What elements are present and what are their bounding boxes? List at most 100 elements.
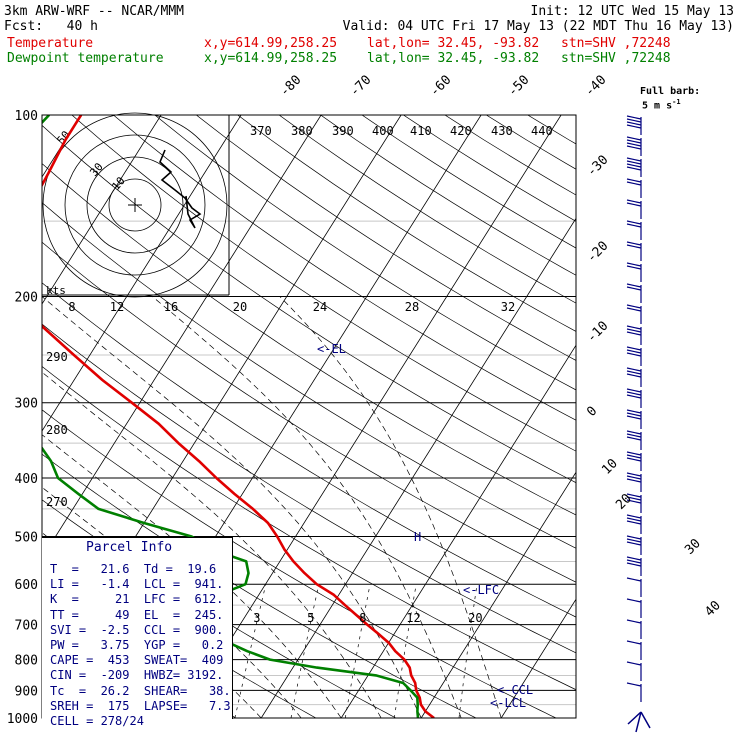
wind-barb-flag xyxy=(626,661,642,666)
wind-barb-flag xyxy=(626,283,642,288)
wind-barb-flag xyxy=(626,577,642,582)
wind-barb-flag xyxy=(626,241,642,246)
isotherm xyxy=(180,115,562,718)
dry-adiabat xyxy=(42,163,576,516)
wind-barb-flag xyxy=(626,412,642,417)
dry-adiabat xyxy=(403,115,576,222)
wind-barb-flag xyxy=(626,409,642,414)
wind-barb-flag xyxy=(626,451,642,456)
wind-barb-flag xyxy=(626,223,642,228)
isotherm xyxy=(260,217,576,718)
isotherm-label: -30 xyxy=(584,153,611,180)
forecast-hour: Fcst: 40 h xyxy=(4,19,98,34)
isotherm-label: -60 xyxy=(427,73,454,100)
wind-barb-flag xyxy=(626,220,642,225)
wind-barb-flag xyxy=(626,430,642,435)
wind-barb-flag xyxy=(626,433,642,438)
barb-key-label: Full barb: xyxy=(640,86,701,97)
temp-station: stn=SHV ,72248 xyxy=(561,36,671,51)
mixing-ratio-label: 20 xyxy=(468,611,482,625)
wind-barb-flag xyxy=(626,538,642,543)
plot-frame xyxy=(41,114,577,719)
temperature-curve xyxy=(42,115,435,718)
speed-tick-label: 28 xyxy=(405,300,419,314)
temp-xy: x,y=614.99,258.25 xyxy=(204,36,338,51)
dew-xy: x,y=614.99,258.25 xyxy=(204,51,338,66)
temp-latlon: lat,lon= 32.45, -93.82 xyxy=(367,36,540,51)
wind-barb-flag xyxy=(626,499,642,504)
wind-barb-flag xyxy=(626,388,642,393)
theta-label: 390 xyxy=(332,124,354,138)
dry-adiabat xyxy=(42,366,576,691)
theta-label: 430 xyxy=(491,124,513,138)
isotherm xyxy=(661,115,740,718)
isobar-label-500: 500 xyxy=(15,530,38,545)
isotherm xyxy=(42,115,322,559)
isobar-label-700: 700 xyxy=(15,619,38,634)
wind-barb-flag xyxy=(626,514,642,519)
isobar-label-300: 300 xyxy=(15,397,38,412)
wind-barb-flag xyxy=(626,535,642,540)
h-marker: H xyxy=(414,530,421,544)
wind-barb-flag xyxy=(626,262,642,267)
wind-barb-flag xyxy=(626,640,642,645)
wind-barb-flag xyxy=(626,199,642,204)
isobar-label-1000: 1000 xyxy=(7,712,38,727)
parcel-info-row: CIN = -209 HWBZ= 3192. xyxy=(50,668,224,683)
theta-label: 370 xyxy=(250,124,272,138)
wind-barb-flag xyxy=(626,136,642,141)
isotherm-label: -10 xyxy=(584,319,611,346)
dry-adiabat xyxy=(42,241,576,583)
theta-label: 400 xyxy=(372,124,394,138)
theta-label: 410 xyxy=(410,124,432,138)
wind-barb-flag xyxy=(626,457,642,462)
dry-adiabat xyxy=(42,323,576,654)
moist-adiabat xyxy=(152,296,462,718)
lcl-marker: <-LCL xyxy=(490,696,526,710)
speed-tick-label: 12 xyxy=(110,300,124,314)
hodo-ring xyxy=(64,134,206,276)
mixing-ratio-label: 8 xyxy=(359,611,366,625)
parcel-info-row: Tc = 26.2 SHEAR= 38. xyxy=(50,683,231,698)
mixing-ratio-label: 5 xyxy=(307,611,314,625)
wind-barb-flag xyxy=(626,346,642,351)
dewpoint-legend: Dewpoint temperature xyxy=(7,51,164,66)
dry-adiabat xyxy=(71,115,576,452)
surface-wind-barb xyxy=(627,711,651,733)
wind-barb-flag xyxy=(626,493,642,498)
wind-barbs xyxy=(626,115,651,733)
parcel-info-title: Parcel Info xyxy=(86,540,173,555)
wind-barb-flag xyxy=(626,391,642,396)
wind-barb-flag xyxy=(626,454,642,459)
wind-barb-flag xyxy=(626,331,642,336)
isotherm xyxy=(340,344,576,718)
wind-barb-flag xyxy=(626,367,642,372)
model-title: 3km ARW-WRF -- NCAR/MMM xyxy=(4,4,185,19)
parcel-info-panel: Parcel Info T = 21.6 Td = 19.6 LI = -1.4 … xyxy=(42,537,233,728)
valid-time: Valid: 04 UTC Fri 17 May 13 (22 MDT Thu … xyxy=(342,19,734,34)
wind-barb-flag xyxy=(626,166,642,171)
theta-left-label: 270 xyxy=(46,495,68,509)
isotherm-label: 10 xyxy=(599,456,621,478)
barb-key-units: 5 m s-1 xyxy=(642,98,681,112)
dry-adiabat xyxy=(237,115,576,332)
speed-tick-label: 20 xyxy=(233,300,247,314)
theta-label: 380 xyxy=(291,124,313,138)
isobar-label-800: 800 xyxy=(15,654,38,669)
isobar-label-900: 900 xyxy=(15,684,38,699)
mixing-ratio-line xyxy=(458,584,478,718)
isotherm-label: -70 xyxy=(347,73,374,100)
parcel-info-row: K = 21 LFC = 612. xyxy=(50,592,224,607)
wind-barb-flag xyxy=(626,178,642,183)
isobar-label-200: 200 xyxy=(15,291,38,306)
speed-tick-label: 16 xyxy=(164,300,178,314)
wind-barb-flag xyxy=(626,157,642,162)
mixing-ratio-line xyxy=(393,584,417,718)
hodograph-trace xyxy=(159,149,202,229)
wind-barb-flag xyxy=(626,352,642,357)
mixing-ratio-line xyxy=(344,584,371,718)
moist-adiabat xyxy=(42,371,382,718)
wind-barb-flag xyxy=(626,478,642,483)
wind-barb-flag xyxy=(626,124,642,129)
